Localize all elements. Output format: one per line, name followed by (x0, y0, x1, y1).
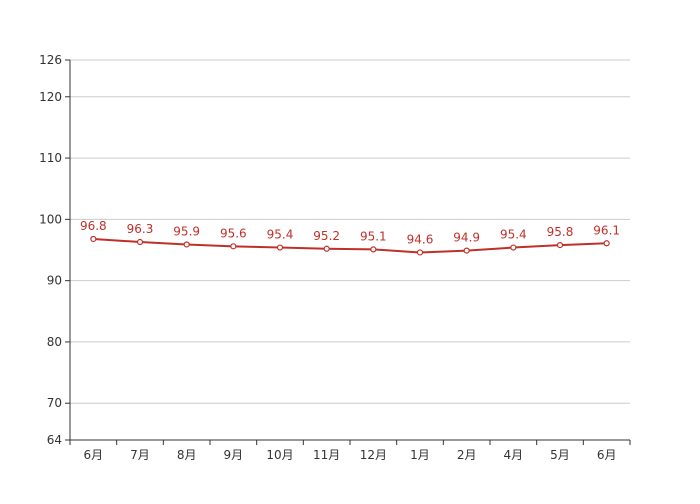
data-label: 94.9 (453, 231, 480, 245)
data-label: 95.4 (267, 228, 294, 242)
data-label: 95.8 (547, 225, 574, 239)
y-tick-label: 64 (47, 433, 62, 447)
x-tick-label: 11月 (313, 448, 340, 462)
data-label: 96.8 (80, 219, 107, 233)
data-point (136, 238, 144, 246)
data-point (90, 235, 97, 243)
data-point (276, 244, 284, 251)
x-tick-label: 6月 (597, 448, 617, 462)
data-label: 95.4 (500, 228, 527, 242)
data-point (510, 244, 517, 251)
data-point (416, 249, 424, 256)
x-tick-label: 2月 (457, 448, 477, 462)
data-point (183, 241, 190, 248)
y-tick-label: 110 (39, 151, 62, 165)
x-tick-label: 6月 (84, 448, 104, 462)
y-tick-label: 80 (47, 335, 62, 349)
data-label: 95.9 (173, 224, 200, 238)
x-tick-label: 9月 (224, 448, 244, 462)
y-tick-label: 90 (47, 274, 62, 288)
data-label: 96.3 (127, 222, 154, 236)
data-point (463, 247, 470, 254)
x-tick-label: 8月 (177, 448, 197, 462)
data-label: 95.6 (220, 226, 247, 240)
data-label: 95.1 (360, 229, 387, 243)
data-label: 95.2 (313, 229, 340, 243)
data-point (323, 245, 330, 252)
data-label: 94.6 (407, 232, 434, 246)
data-point (603, 240, 610, 247)
data-point (370, 246, 377, 253)
x-tick-label: 7月 (130, 448, 150, 462)
x-tick-label: 10月 (266, 448, 293, 462)
series-line (93, 237, 607, 254)
y-tick-label: 126 (39, 53, 62, 67)
x-tick-label: 1月 (410, 448, 430, 462)
y-tick-label: 120 (39, 90, 62, 104)
x-tick-label: 4月 (504, 448, 524, 462)
x-tick-label: 12月 (360, 448, 387, 462)
data-point (556, 241, 564, 249)
x-tick-label: 5月 (550, 448, 570, 462)
y-tick-label: 100 (39, 212, 62, 226)
data-label: 96.1 (593, 223, 620, 237)
data-point (230, 243, 237, 250)
y-tick-label: 70 (47, 396, 62, 410)
